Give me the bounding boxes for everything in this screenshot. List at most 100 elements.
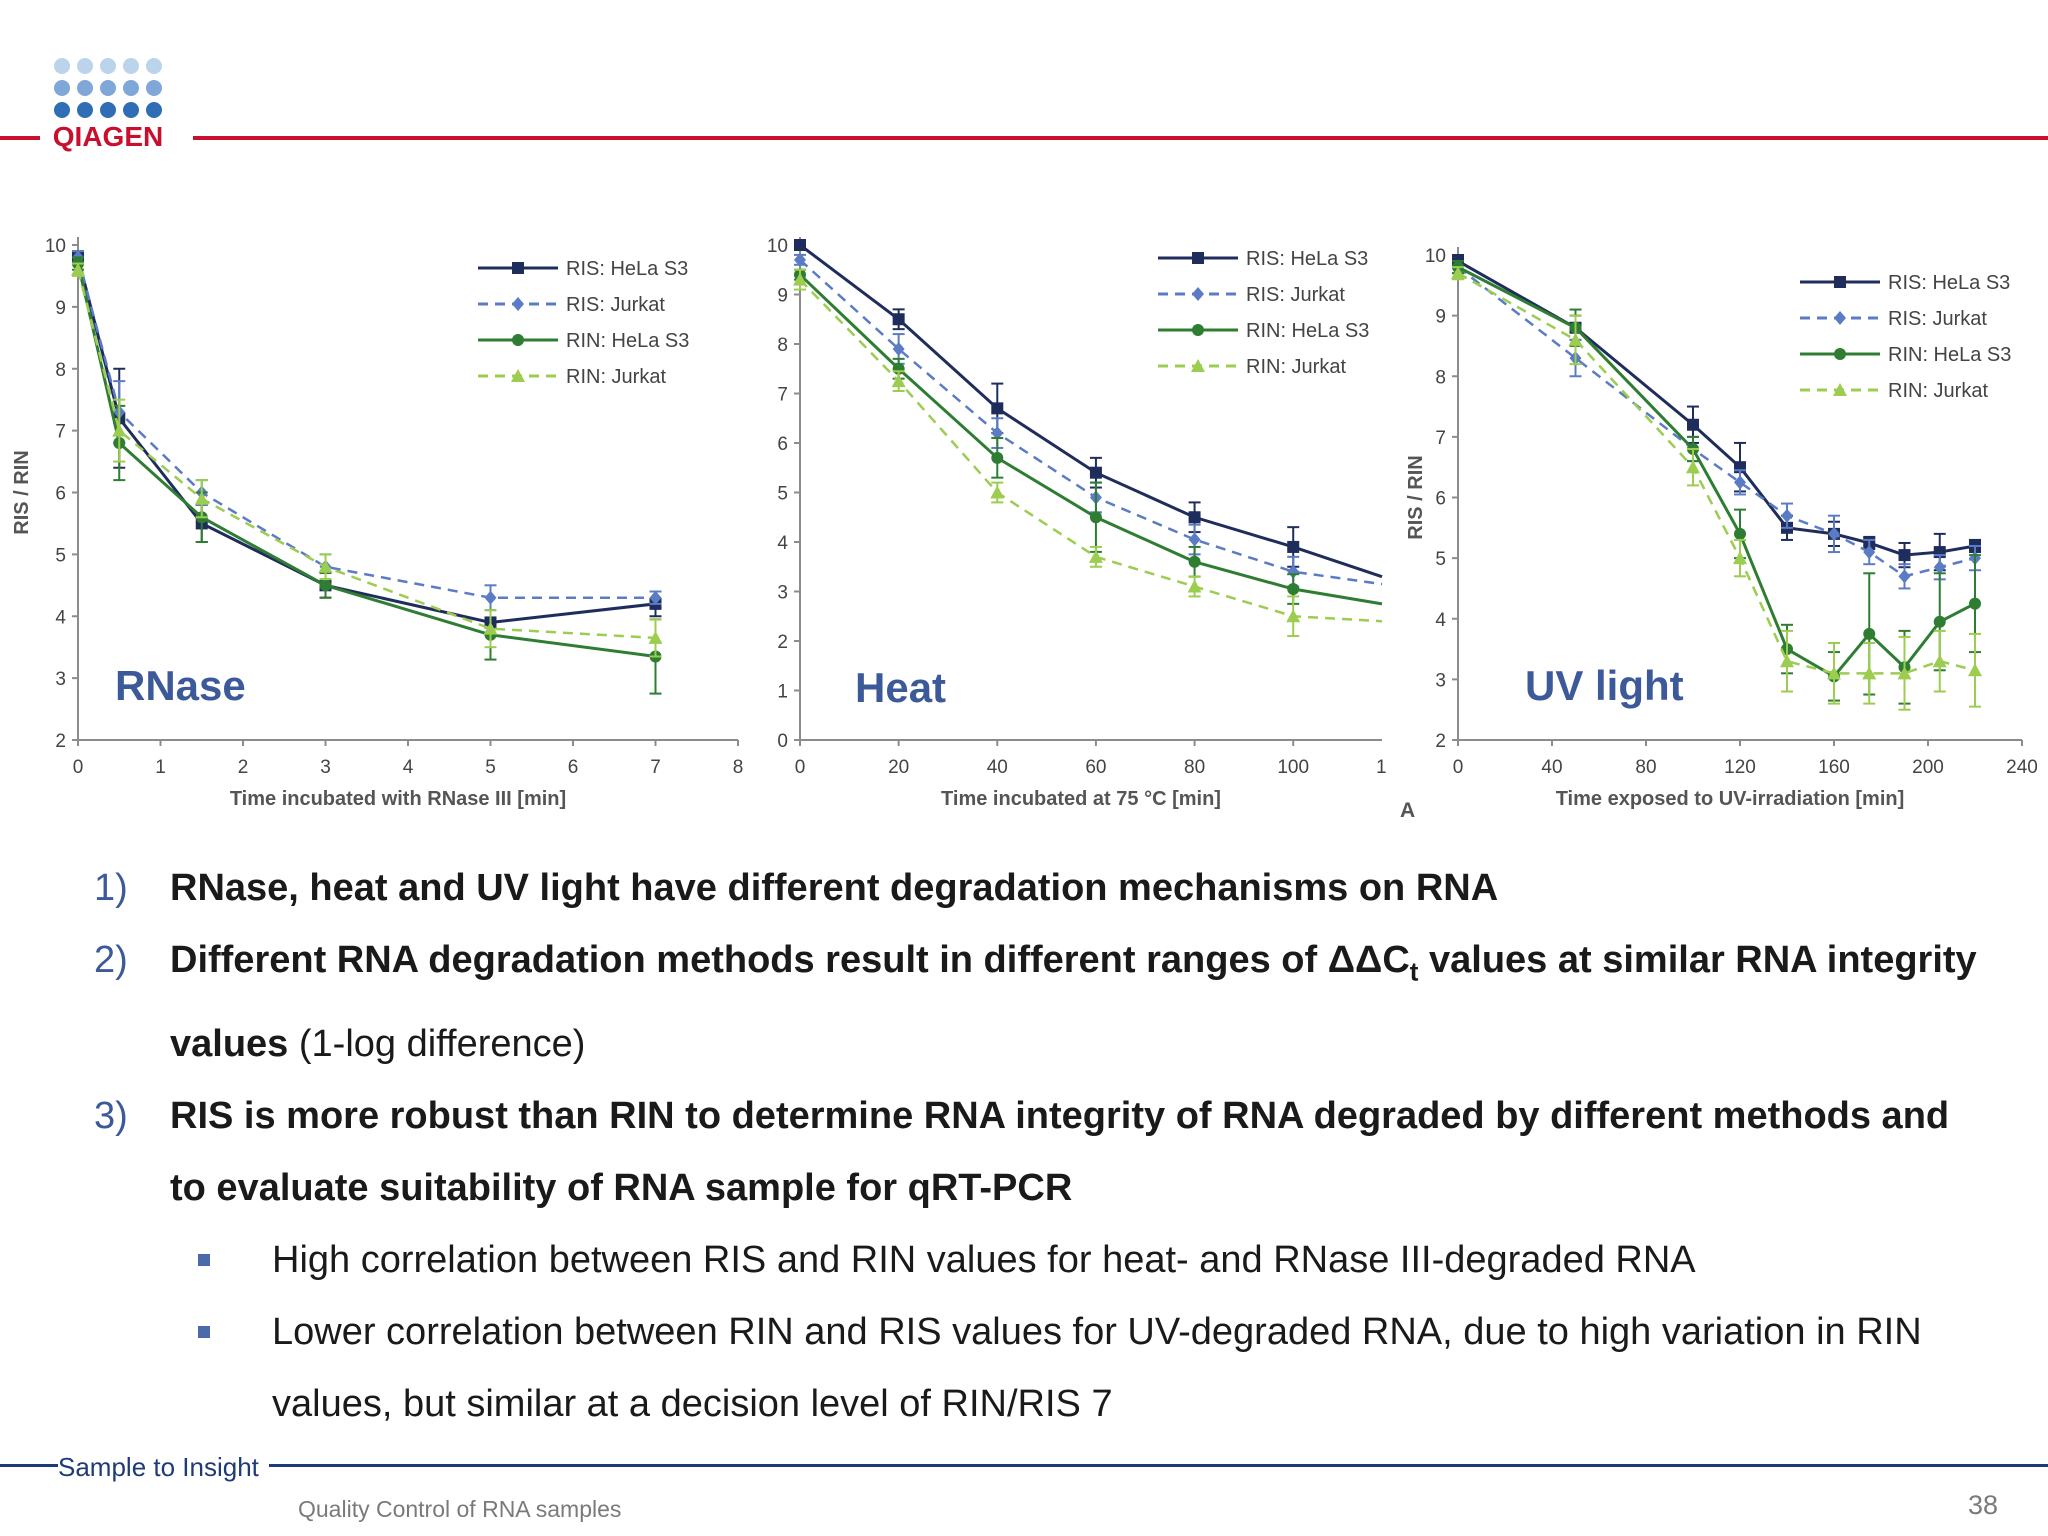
data-point (194, 491, 209, 505)
x-tick-label: 80 (1184, 757, 1205, 778)
legend-label: RIN: Jurkat (1888, 380, 1988, 402)
data-point (1568, 332, 1583, 346)
data-point (319, 579, 332, 592)
y-tick-label: 4 (55, 607, 66, 628)
data-point (483, 621, 498, 635)
data-point (1733, 551, 1747, 565)
legend-marker (512, 297, 524, 311)
data-point (1828, 526, 1840, 541)
x-tick-label: 20 (888, 757, 909, 778)
data-point (1089, 466, 1102, 479)
x-axis-label: Time incubated at 75 °C [min] (941, 788, 1221, 810)
x-tick-label: 4 (403, 757, 414, 778)
footer-title: Quality Control of RNA samples (298, 1496, 622, 1522)
legend-label: RIN: HeLa S3 (1246, 320, 1369, 342)
square-bullet-icon (198, 1325, 210, 1338)
data-point (648, 630, 663, 644)
subpoint-1: High correlation between RIS and RIN val… (90, 1224, 1990, 1296)
legend-marker (1833, 383, 1847, 396)
legend-marker (1834, 311, 1846, 325)
series-4 (793, 268, 1383, 638)
x-tick-label: 3 (320, 757, 331, 778)
data-point (1188, 511, 1201, 524)
series-line (1457, 265, 1976, 679)
page-number: 38 (1967, 1490, 1998, 1520)
y-tick-label: 7 (1435, 428, 1446, 449)
point-note: (1-log difference) (288, 1022, 586, 1065)
legend-marker (511, 369, 525, 382)
legend-label: RIS: HeLa S3 (1888, 272, 2010, 294)
data-point (1933, 615, 1946, 628)
x-tick-label: 40 (987, 757, 1008, 778)
series-3 (72, 256, 662, 695)
data-point (1781, 508, 1793, 523)
legend-marker (512, 334, 524, 346)
data-point (1932, 654, 1947, 668)
data-point (892, 341, 905, 356)
data-point (794, 239, 806, 251)
legend-marker (1834, 348, 1846, 360)
data-point (1089, 511, 1102, 524)
data-point (1088, 549, 1103, 563)
x-tick-label: 240 (2006, 757, 2038, 778)
conclusions-list: 1) RNase, heat and UV light have differe… (90, 852, 1990, 1440)
header-rule (0, 136, 2048, 140)
y-tick-label: 8 (777, 335, 788, 356)
legend-label: RIN: Jurkat (566, 366, 666, 388)
y-tick-label: 8 (55, 360, 66, 381)
legend-label: RIN: Jurkat (1246, 356, 1346, 378)
logo-wordmark: QIAGEN (53, 121, 163, 152)
x-tick-label: 5 (485, 757, 496, 778)
data-point (990, 485, 1005, 499)
series-line (76, 269, 656, 640)
legend-label: RIS: Jurkat (566, 294, 665, 316)
data-point (1827, 666, 1841, 680)
subpoint-text: Lower correlation between RIN and RIS va… (272, 1310, 1922, 1425)
data-point (1898, 569, 1911, 584)
data-point (1933, 560, 1946, 575)
data-point (1969, 597, 1981, 610)
data-point (1734, 527, 1746, 540)
data-point (1287, 564, 1300, 579)
y-tick-label: 2 (777, 632, 788, 653)
chart-heat: 0 1 2 3 4 5 6 7 8 9 10 0 20 40 60 80 100 1 Time incubated … (750, 220, 1400, 830)
data-point (1734, 475, 1746, 490)
x-tick-label: 60 (1085, 757, 1106, 778)
data-point (1863, 627, 1876, 640)
y-tick-label: 10 (767, 236, 788, 257)
series-4 (71, 262, 663, 658)
legend-marker (1192, 324, 1204, 336)
point-number: 1) (94, 867, 128, 909)
legend-marker (512, 262, 524, 274)
data-point (794, 252, 806, 267)
chart-rnase: 2 3 4 5 6 7 8 9 10 0 1 2 3 4 5 6 7 8 Time incubated with R… (0, 220, 750, 830)
x-tick-label: 6 (568, 757, 579, 778)
series-line (1457, 272, 1976, 675)
y-tick-label: 9 (1435, 307, 1446, 328)
legend-label: RIN: HeLa S3 (1888, 344, 2011, 366)
ct-subscript: t (1409, 956, 1419, 987)
data-point (1863, 545, 1876, 560)
point-number: 3) (94, 1094, 128, 1137)
chart-label: Heat (855, 664, 946, 711)
data-point (1287, 583, 1300, 596)
series-line (799, 258, 1383, 586)
y-tick-label: 5 (55, 545, 66, 566)
y-axis-label: RIS / RIN (1405, 455, 1427, 539)
chart-label: UV light (1525, 662, 1684, 709)
x-axis-label: Time incubated with RNase III [min] (230, 788, 566, 810)
subpoint-2: Lower correlation between RIN and RIS va… (90, 1296, 1990, 1440)
point-2: 2) Different RNA degradation methods res… (90, 924, 1990, 1080)
y-tick-label: 10 (45, 236, 66, 257)
data-point (1687, 418, 1699, 431)
legend-marker (1192, 252, 1204, 264)
x-tick-label: 40 (1541, 757, 1562, 778)
series-4 (1451, 266, 1982, 711)
data-point (1287, 540, 1300, 553)
data-point (1898, 549, 1911, 562)
data-point (1897, 666, 1912, 680)
data-point (892, 313, 905, 326)
point-number: 2) (94, 939, 128, 981)
point-text: RNase, heat and UV light have different … (170, 867, 1499, 909)
data-point (991, 402, 1004, 415)
